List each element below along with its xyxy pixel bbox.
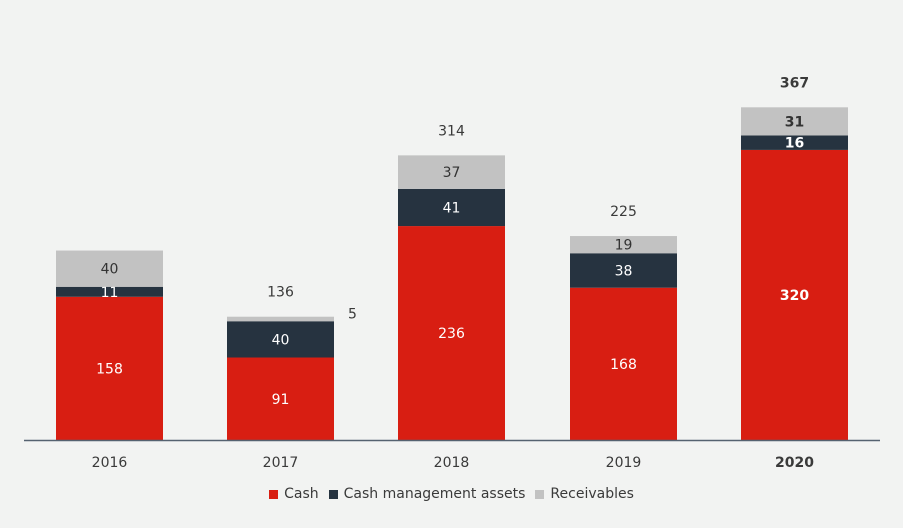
bar-label-cash-management-assets-2020: 16 — [785, 136, 804, 152]
bar-label-cash-2018: 236 — [438, 326, 465, 342]
bar-label-cash-management-assets-2016: 11 — [101, 285, 119, 301]
bar-receivables-2020 — [741, 107, 848, 136]
bar-label-receivables-2016: 40 — [101, 262, 119, 278]
bar-receivables-2017 — [227, 316, 334, 322]
bar-label-cash-management-assets-2019: 38 — [615, 263, 633, 279]
bar-label-cash-management-assets-2018: 41 — [443, 200, 461, 216]
legend-swatch-receivables — [535, 489, 545, 499]
legend-label-receivables: Receivables — [550, 486, 634, 502]
x-tick-label-2017: 2017 — [263, 455, 299, 471]
bar-cash-2018 — [398, 226, 505, 440]
bar-cash-management-assets-2020 — [741, 135, 848, 150]
legend-label-cash-management-assets: Cash management assets — [343, 486, 526, 502]
legend-item-cash: Cash — [269, 486, 319, 502]
bar-label-cash-2019: 168 — [610, 357, 637, 373]
bar-label-receivables-2019: 19 — [615, 238, 633, 254]
outside-label-2017: 5 — [348, 307, 357, 323]
bar-label-cash-2016: 158 — [96, 361, 123, 377]
bar-cash-management-assets-2017 — [227, 321, 334, 358]
bar-cash-management-assets-2016 — [56, 286, 163, 297]
bar-receivables-2016 — [56, 250, 163, 287]
bar-receivables-2018 — [398, 155, 505, 189]
bar-label-cash-2017: 91 — [272, 392, 290, 408]
bar-label-cash-2020: 320 — [780, 288, 809, 304]
bar-cash-2020 — [741, 149, 848, 441]
legend-label-cash: Cash — [284, 486, 319, 502]
bar-cash-2019 — [570, 287, 677, 440]
legend-swatch-cash — [269, 489, 279, 499]
x-tick-label-2018: 2018 — [434, 455, 470, 471]
chart-legend: Cash Cash management assets Receivables — [0, 486, 903, 502]
x-tick-label-2019: 2019 — [606, 455, 642, 471]
bar-label-cash-management-assets-2017: 40 — [272, 332, 290, 348]
total-label-2019: 225 — [610, 204, 637, 220]
legend-item-cash-management-assets: Cash management assets — [328, 486, 526, 502]
x-tick-label-2016: 2016 — [92, 455, 128, 471]
bar-cash-2016 — [56, 296, 163, 440]
bar-cash-management-assets-2018 — [398, 188, 505, 227]
bar-receivables-2019 — [570, 236, 677, 254]
bar-cash-management-assets-2019 — [570, 253, 677, 288]
bar-cash-2017 — [227, 357, 334, 440]
total-label-2020: 367 — [780, 75, 809, 91]
legend-swatch-cash-management-assets — [328, 489, 338, 499]
total-label-2018: 314 — [438, 123, 465, 139]
x-tick-label-2020: 2020 — [775, 455, 814, 471]
bar-label-receivables-2020: 31 — [785, 114, 804, 130]
bar-label-receivables-2018: 37 — [443, 165, 461, 181]
legend-item-receivables: Receivables — [535, 486, 634, 502]
total-label-2017: 136 — [267, 285, 294, 301]
